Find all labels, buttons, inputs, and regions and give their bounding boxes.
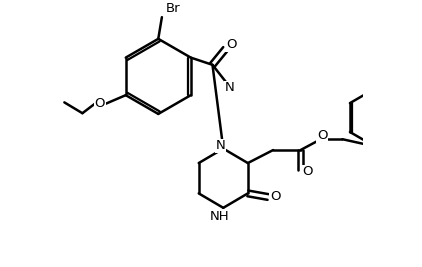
Text: O: O bbox=[270, 190, 281, 203]
Text: NH: NH bbox=[210, 210, 230, 223]
Text: O: O bbox=[303, 165, 313, 178]
Text: O: O bbox=[95, 97, 105, 110]
Text: Br: Br bbox=[165, 2, 180, 15]
Text: N: N bbox=[216, 139, 225, 152]
Text: O: O bbox=[317, 129, 327, 142]
Text: N: N bbox=[225, 81, 235, 95]
Text: O: O bbox=[226, 38, 236, 51]
